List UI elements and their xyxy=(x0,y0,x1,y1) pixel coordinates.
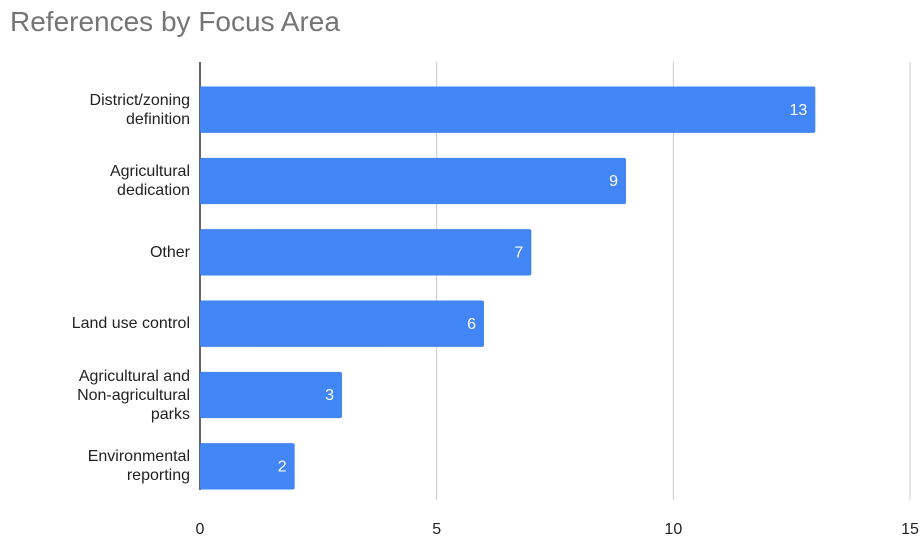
value-label: 13 xyxy=(790,102,808,119)
bar xyxy=(200,371,342,419)
chart-title: References by Focus Area xyxy=(10,6,340,37)
value-label: 7 xyxy=(514,245,523,262)
bar xyxy=(200,229,532,276)
bar xyxy=(200,157,626,205)
bar xyxy=(200,443,295,490)
y-tick-label: District/zoning definition xyxy=(89,91,190,128)
value-label: 2 xyxy=(278,459,287,476)
y-tick-label: Agricultural and Non-agricultural parks xyxy=(77,367,190,423)
x-tick-label: 0 xyxy=(196,521,205,538)
y-tick-label: Land use control xyxy=(71,315,190,333)
value-label: 6 xyxy=(467,316,476,333)
value-label: 3 xyxy=(325,387,334,404)
bar xyxy=(200,300,484,347)
y-tick-label: Other xyxy=(149,243,190,261)
y-tick-label: Agricultural dedication xyxy=(109,163,190,199)
value-label: 9 xyxy=(609,173,618,190)
y-tick-label: Environmental reporting xyxy=(87,448,190,485)
x-tick-label: 10 xyxy=(664,521,682,538)
x-tick-label: 15 xyxy=(901,521,919,538)
bar xyxy=(200,86,816,133)
x-tick-label: 5 xyxy=(432,521,441,538)
